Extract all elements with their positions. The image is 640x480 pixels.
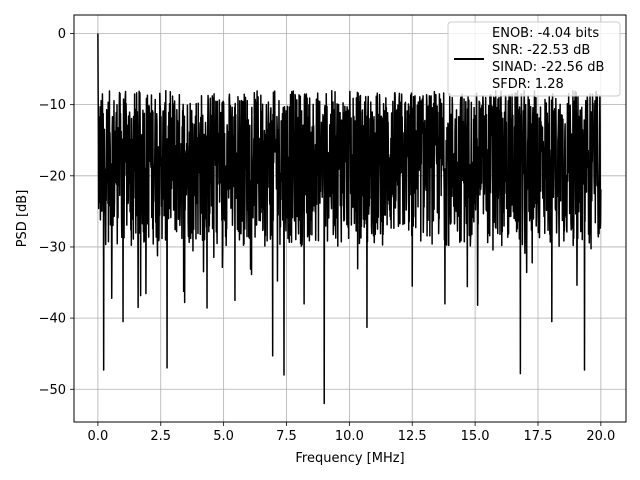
x-tick-label: 20.0	[586, 429, 615, 444]
x-axis-label: Frequency [MHz]	[295, 451, 404, 466]
x-tick-label: 2.5	[150, 429, 171, 444]
y-axis-label: PSD [dB]	[15, 190, 30, 248]
legend-box	[447, 21, 621, 97]
x-tick-label: 10.0	[335, 429, 364, 444]
x-tick-label: 5.0	[213, 429, 234, 444]
y-tick-label: −50	[39, 383, 66, 398]
x-tick-label: 12.5	[398, 429, 427, 444]
plot-series-group	[97, 33, 602, 405]
y-tick-label: −30	[39, 240, 66, 255]
psd-series-line	[97, 33, 602, 405]
legend-sinad-text: SINAD: -22.56 dB	[492, 60, 604, 75]
y-axis-ticks: 0 −10 −20 −30 −40 −50	[39, 27, 74, 398]
y-tick-label: 0	[58, 27, 66, 42]
x-tick-label: 15.0	[461, 429, 490, 444]
axes-frame	[73, 14, 627, 423]
y-tick-label: −20	[39, 169, 66, 184]
x-axis-ticks: 0.0 2.5 5.0 7.5 10.0 12.5 15.0 17.5 20.0	[88, 422, 615, 444]
x-tick-label: 17.5	[524, 429, 553, 444]
y-tick-label: −40	[39, 312, 66, 327]
x-tick-label: 0.0	[88, 429, 109, 444]
y-tick-label: −10	[39, 98, 66, 113]
x-tick-label: 7.5	[276, 429, 297, 444]
legend-sfdr-text: SFDR: 1.28	[492, 77, 564, 92]
legend-snr-text: SNR: -22.53 dB	[492, 43, 590, 58]
legend-enob-text: ENOB: -4.04 bits	[492, 26, 599, 41]
legend: ENOB: -4.04 bits SNR: -22.53 dB SINAD: -…	[447, 21, 621, 97]
